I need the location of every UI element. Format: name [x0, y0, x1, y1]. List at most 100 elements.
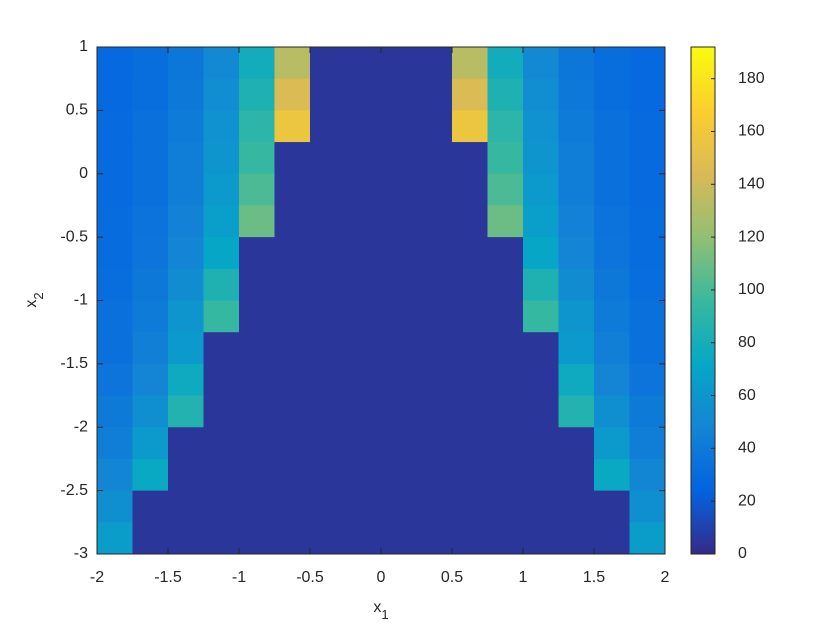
heatmap-cell [310, 522, 346, 555]
heatmap-cell [452, 110, 488, 143]
y-tick-label: 1 [79, 38, 88, 55]
heatmap-cell [310, 268, 346, 301]
heatmap-cell [168, 237, 204, 270]
heatmap-cell [381, 427, 417, 460]
heatmap-cell [487, 427, 524, 460]
colorbar-tick-label: 160 [738, 123, 765, 140]
heatmap-cell [97, 173, 133, 206]
heatmap-cell [203, 47, 240, 80]
y-tick-label: 0 [79, 165, 88, 182]
colorbar-tick-label: 140 [738, 176, 765, 193]
heatmap-cell [452, 78, 488, 111]
heatmap-cell [132, 173, 169, 206]
heatmap-cell [381, 237, 417, 270]
x-tick-label: 2 [661, 569, 670, 586]
heatmap-cell [310, 458, 346, 492]
colorbar-tick-label: 120 [738, 228, 765, 245]
heatmap-cell [558, 332, 595, 365]
heatmap-cell [629, 332, 666, 365]
heatmap-cell [97, 395, 133, 428]
heatmap-cell [345, 332, 382, 365]
heatmap-cell [168, 173, 204, 206]
heatmap-cell [381, 110, 417, 143]
heatmap-cell [558, 300, 595, 333]
heatmap-cell [487, 142, 524, 175]
heatmap-cell [132, 78, 169, 111]
heatmap-cell [132, 268, 169, 301]
heatmap-cell [558, 237, 595, 270]
heatmap-cell [629, 300, 666, 333]
heatmap-cell [168, 458, 204, 492]
heatmap-cell [97, 268, 133, 301]
heatmap-cell [168, 490, 204, 523]
heatmap-cell [452, 363, 488, 397]
heatmap [97, 47, 666, 555]
heatmap-cell [97, 110, 133, 143]
heatmap-cell [132, 427, 169, 460]
heatmap-cell [629, 490, 666, 523]
heatmap-cell [594, 142, 630, 175]
heatmap-cell [558, 142, 595, 175]
heatmap-cell [310, 395, 346, 428]
heatmap-cell [452, 522, 488, 555]
heatmap-cell [274, 47, 311, 80]
heatmap-cell [132, 332, 169, 365]
y-tick-label: -1.5 [60, 355, 88, 372]
heatmap-cell [558, 363, 595, 397]
heatmap-cell [416, 363, 453, 397]
heatmap-cell [132, 110, 169, 143]
heatmap-cell [487, 300, 524, 333]
heatmap-cell [274, 363, 311, 397]
x-tick-label: -1.5 [154, 569, 182, 586]
heatmap-cell [523, 332, 559, 365]
heatmap-cell [487, 173, 524, 206]
heatmap-cell [345, 458, 382, 492]
heatmap-cell [594, 427, 630, 460]
heatmap-cell [345, 78, 382, 111]
x-axis-label: x1 [373, 599, 388, 622]
heatmap-cell [416, 522, 453, 555]
heatmap-cell [594, 395, 630, 428]
heatmap-cell [558, 110, 595, 143]
colorbar-tick-label: 100 [738, 281, 765, 298]
heatmap-cell [168, 363, 204, 397]
heatmap-cell [523, 237, 559, 270]
heatmap-cell [629, 427, 666, 460]
heatmap-cell [97, 490, 133, 523]
heatmap-cell [487, 237, 524, 270]
heatmap-cell [381, 363, 417, 397]
x-tick-label: -1 [232, 569, 246, 586]
heatmap-cell [416, 142, 453, 175]
heatmap-cell [558, 458, 595, 492]
heatmap-cell [594, 237, 630, 270]
heatmap-cell [239, 395, 275, 428]
heatmap-cell [452, 173, 488, 206]
heatmap-cell [629, 522, 666, 555]
heatmap-cell [310, 332, 346, 365]
heatmap-cell [523, 458, 559, 492]
heatmap-cell [345, 490, 382, 523]
heatmap-cell [594, 205, 630, 238]
heatmap-cell [487, 458, 524, 492]
heatmap-cell [239, 110, 275, 143]
heatmap-cell [203, 458, 240, 492]
colorbar [690, 46, 716, 555]
heatmap-cell [381, 142, 417, 175]
heatmap-cell [274, 268, 311, 301]
heatmap-cell [345, 395, 382, 428]
x-label-base: x [373, 599, 381, 616]
heatmap-cell [416, 78, 453, 111]
heatmap-cell [452, 427, 488, 460]
y-tick-label: -1 [74, 292, 88, 309]
heatmap-cell [487, 47, 524, 80]
heatmap-cell [416, 237, 453, 270]
colorbar-tick-label: 80 [738, 334, 756, 351]
y-tick-label: -3 [74, 545, 88, 562]
heatmap-cell [523, 363, 559, 397]
heatmap-cell [629, 205, 666, 238]
heatmap-cell [203, 522, 240, 555]
heatmap-cell [452, 268, 488, 301]
heatmap-cell [345, 173, 382, 206]
y-tick-label: -0.5 [60, 228, 88, 245]
